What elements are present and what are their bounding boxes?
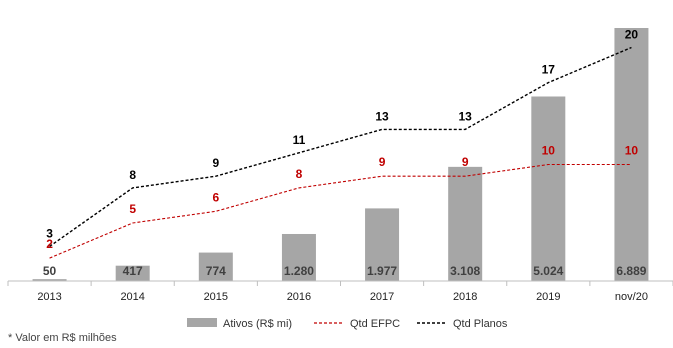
planos-value-label: 9 <box>212 156 219 170</box>
bar-value-label: 5.024 <box>533 264 563 278</box>
planos-value-label: 3 <box>46 226 53 240</box>
efpc-value-label: 8 <box>296 167 303 181</box>
planos-value-label: 20 <box>625 28 639 42</box>
bar-2016 <box>281 233 316 281</box>
planos-value-label: 13 <box>375 109 389 123</box>
x-axis: 2013 2014 2015 2016 2017 2018 2019 nov/20 <box>7 280 673 303</box>
bar-value-label: 417 <box>123 264 143 278</box>
chart: 2013 2014 2015 2016 2017 2018 2019 nov/20 50 417… <box>7 28 673 330</box>
x-tick-label: 2019 <box>536 291 560 303</box>
bar-value-label: 1.280 <box>284 264 314 278</box>
planos-line <box>49 46 632 247</box>
bar-nov/20 <box>614 28 649 281</box>
x-tick-label: 2017 <box>370 291 394 303</box>
bar-value-label: 1.977 <box>367 264 397 278</box>
legend-swatch-ativos <box>187 318 217 327</box>
bar-2019 <box>531 96 566 281</box>
lines-layer <box>49 46 632 259</box>
labels-layer: 50 417 774 1.280 1.977 3.108 5.024 6.889 3 8 9 11 13… <box>43 28 647 279</box>
bar-2018 <box>448 166 483 281</box>
bar-value-label: 774 <box>206 264 226 278</box>
x-tick-label: nov/20 <box>615 291 648 303</box>
efpc-value-label: 2 <box>46 237 53 251</box>
efpc-value-label: 6 <box>212 190 219 204</box>
bar-2015 <box>198 252 233 281</box>
footnote: * Valor em R$ milhões <box>8 332 117 344</box>
x-tick-label: 2015 <box>204 291 228 303</box>
planos-value-label: 17 <box>542 63 556 77</box>
x-tick-label: 2013 <box>37 291 61 303</box>
x-tick-label: 2016 <box>287 291 311 303</box>
bar-2017 <box>365 208 400 281</box>
efpc-line <box>49 163 632 259</box>
planos-value-label: 13 <box>459 109 473 123</box>
efpc-value-label: 9 <box>379 155 386 169</box>
bar-value-label: 50 <box>43 264 57 278</box>
x-tick-label: 2014 <box>120 291 144 303</box>
efpc-value-label: 10 <box>625 144 639 158</box>
bar-2014 <box>115 265 150 281</box>
x-tick-label: 2018 <box>453 291 477 303</box>
bar-value-label: 3.108 <box>450 264 480 278</box>
efpc-value-label: 5 <box>129 202 136 216</box>
planos-value-label: 11 <box>293 133 306 147</box>
legend-label-efpc: Qtd EFPC <box>350 318 400 330</box>
legend-label-planos: Qtd Planos <box>453 318 508 330</box>
efpc-value-label: 9 <box>462 155 469 169</box>
planos-value-label: 8 <box>129 168 136 182</box>
legend-label-ativos: Ativos (R$ mi) <box>223 318 292 330</box>
bar-2013 <box>32 279 67 281</box>
bar-value-label: 6.889 <box>616 264 646 278</box>
bars-layer <box>32 28 649 281</box>
legend: Ativos (R$ mi) Qtd EFPC Qtd Planos <box>187 318 508 330</box>
efpc-value-label: 10 <box>542 144 556 158</box>
